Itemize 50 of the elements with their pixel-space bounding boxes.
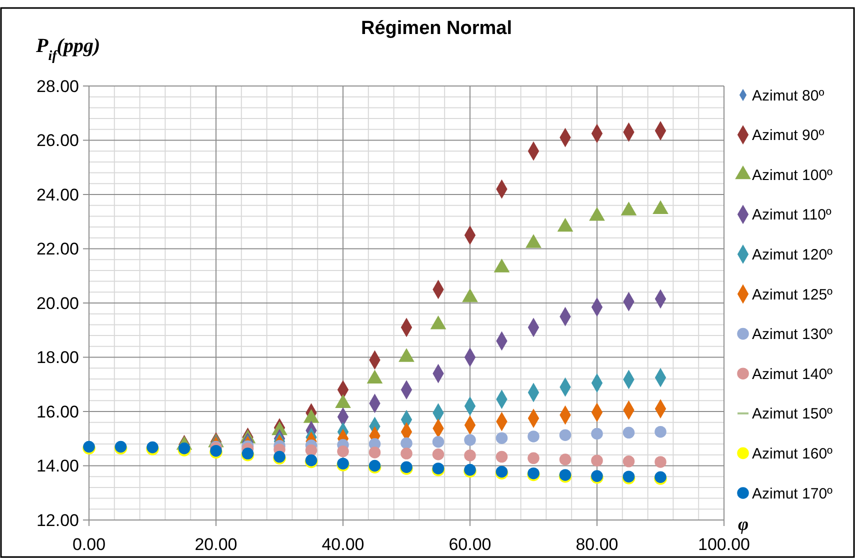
legend-label: Azimut 125º [752,286,834,304]
point [528,452,540,464]
x-tick-label: 40.00 [322,535,364,554]
chart-title: Régimen Normal [361,18,512,39]
point [496,450,508,463]
point [432,448,444,460]
x-tick-label: 80.00 [576,535,618,554]
x-tick-label: 60.00 [448,535,492,554]
legend-label: Azimut 130º [752,326,834,344]
legend-label: Azimut 160º [752,445,834,462]
point [591,428,603,440]
legend-label: Azimut 120º [752,246,834,264]
point [591,454,603,466]
y-axis-title: P$_{if}$(ppg) [35,35,100,64]
legend-label: Azimut 150º [752,406,834,423]
y-tick-label: 16.00 [36,402,79,422]
point [654,456,666,468]
point [400,437,412,450]
point [559,454,572,466]
y-tick-label: 18.00 [36,348,79,368]
y-tick-label: 14.00 [36,456,79,476]
point [400,448,412,460]
y-tick-label: 22.00 [36,240,79,259]
y-tick-label: 28.00 [36,76,79,96]
y-tick-label: 26.00 [36,131,79,150]
point [654,426,666,438]
point [528,430,540,442]
x-tick-label: 20.00 [194,535,238,554]
legend-label: Azimut 170º [752,485,834,502]
legend-label: Azimut 80º [752,87,825,104]
x-tick-label: 100.00 [698,535,750,554]
point [622,456,635,468]
legend-label: Azimut 90º [752,127,825,144]
point [622,426,635,439]
y-tick-label: 20.00 [36,294,79,313]
point [496,432,508,444]
point [464,434,476,446]
x-axis-title: φ [738,514,749,534]
point [432,436,444,448]
x-tick-label: 0.00 [72,535,106,554]
legend-label: Azimut 110º [752,206,832,224]
legend-label: Azimut 100º [752,166,834,184]
point [337,445,349,458]
point [305,444,318,456]
point [559,429,572,441]
y-tick-label: 12.00 [36,510,79,530]
point [464,450,476,462]
y-tick-label: 24.00 [36,185,79,204]
point [368,446,381,458]
legend-label: Azimut 140º [752,366,834,383]
